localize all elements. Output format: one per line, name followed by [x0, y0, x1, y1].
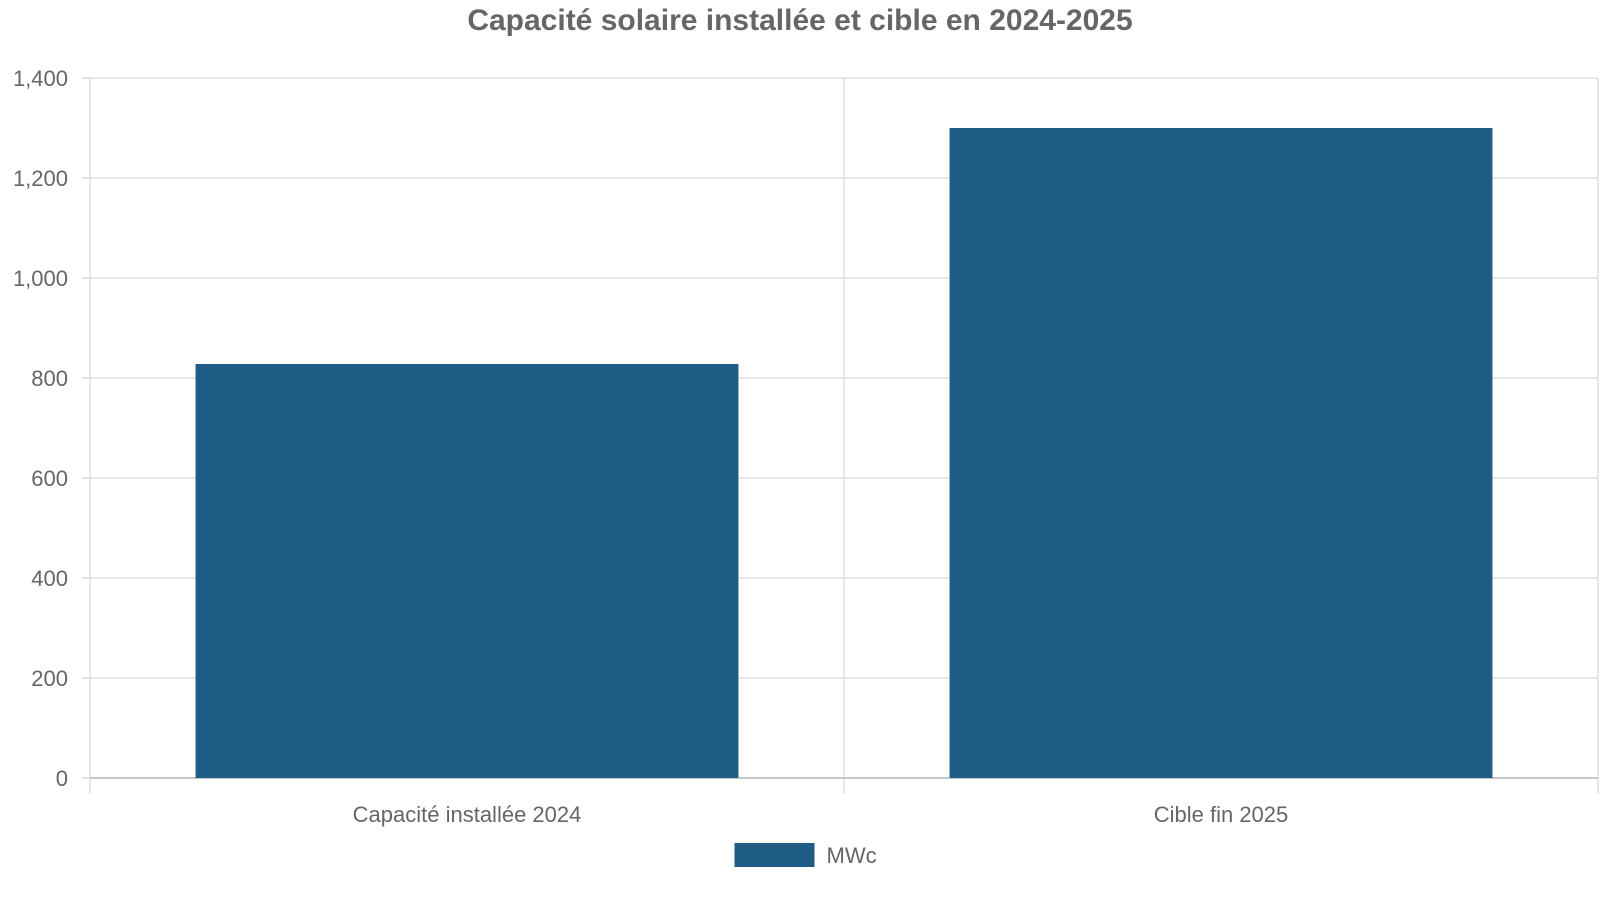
y-tick-label: 800 — [31, 366, 68, 391]
legend: MWc — [734, 843, 877, 868]
y-tick-label: 1,400 — [13, 66, 68, 91]
chart-title: Capacité solaire installée et cible en 2… — [467, 4, 1132, 37]
bar — [195, 364, 739, 778]
y-axis-ticks: 0 200 400 600 800 1,000 1,200 1,400 — [13, 66, 68, 791]
x-tick-label: Capacité installée 2024 — [353, 802, 582, 827]
y-tick-label: 200 — [31, 666, 68, 691]
bar — [949, 128, 1493, 778]
y-tick-label: 400 — [31, 566, 68, 591]
y-tick-label: 1,000 — [13, 266, 68, 291]
legend-label: MWc — [827, 843, 877, 868]
y-tick-label: 1,200 — [13, 166, 68, 191]
legend-swatch — [734, 843, 815, 867]
bars — [195, 128, 1493, 778]
y-tick-label: 0 — [56, 766, 68, 791]
x-tick-label: Cible fin 2025 — [1154, 802, 1289, 827]
x-axis-ticks: Capacité installée 2024 Cible fin 2025 — [353, 802, 1289, 827]
y-tick-label: 600 — [31, 466, 68, 491]
